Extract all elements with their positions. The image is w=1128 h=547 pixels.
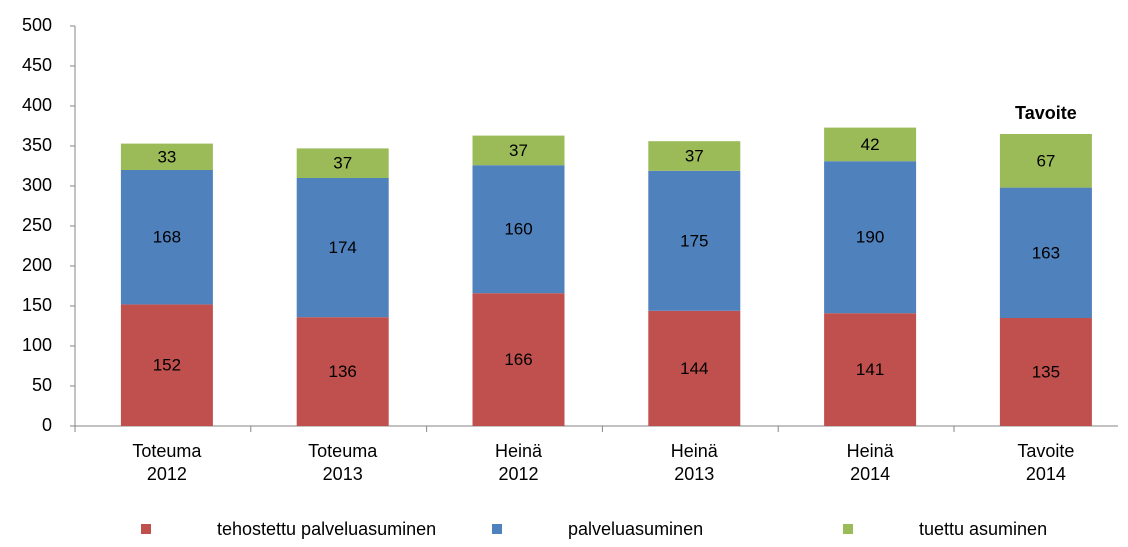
legend-label: palveluasuminen	[568, 519, 703, 539]
data-label: 175	[680, 231, 708, 250]
data-label: 160	[504, 220, 532, 239]
legend-label: tuettu asuminen	[919, 519, 1047, 539]
data-label: 141	[856, 360, 884, 379]
bar-segment	[472, 165, 565, 294]
x-tick-label: Toteuma 2013	[308, 441, 378, 484]
y-tick-label: 0	[42, 415, 52, 435]
data-label: 67	[1036, 151, 1055, 170]
y-tick-label: 200	[22, 255, 52, 275]
bar-segment	[120, 143, 213, 170]
bar-segment	[296, 148, 389, 178]
bar-segment	[296, 178, 389, 318]
y-tick-label: 250	[22, 215, 52, 235]
bar-segment	[648, 141, 741, 171]
data-label: 136	[329, 362, 357, 381]
x-tick-label-line: 2012	[147, 464, 187, 484]
data-label: 37	[333, 154, 352, 173]
x-tick-label-line: 2013	[674, 464, 714, 484]
legend-swatch	[492, 524, 502, 534]
x-tick-label-line: Heinä	[847, 441, 895, 461]
data-label: 163	[1032, 243, 1060, 262]
bar-segment	[472, 135, 565, 166]
bar-segment	[824, 127, 917, 162]
data-label: 174	[329, 238, 357, 257]
x-tick-label: Tavoite 2014	[1017, 441, 1074, 484]
bar-segment	[296, 317, 389, 426]
legend-label: tehostettu palveluasuminen	[217, 519, 436, 539]
data-label: 144	[680, 359, 708, 378]
data-label: 37	[685, 146, 704, 165]
bar-segment	[472, 293, 565, 426]
bar-segment	[648, 310, 741, 426]
data-label: 33	[157, 147, 176, 166]
y-tick-label: 450	[22, 55, 52, 75]
x-tick-label-line: 2014	[1026, 464, 1066, 484]
data-label: 190	[856, 228, 884, 247]
y-tick-label: 300	[22, 175, 52, 195]
y-tick-label: 150	[22, 295, 52, 315]
data-label: 42	[861, 135, 880, 154]
x-tick-label-line: Toteuma	[308, 441, 378, 461]
y-tick-label: 500	[22, 15, 52, 35]
y-tick-label: 350	[22, 135, 52, 155]
bar-segment	[999, 134, 1092, 188]
legend-swatch	[141, 524, 151, 534]
bar-segment	[999, 318, 1092, 426]
annotation: Tavoite	[1015, 103, 1077, 123]
x-tick-label: Heinä 2012	[495, 441, 543, 484]
bar-segment	[824, 313, 917, 426]
x-tick-label-line: Toteuma	[132, 441, 202, 461]
bar-segment	[648, 170, 741, 311]
x-tick-label-line: Heinä	[671, 441, 719, 461]
x-tick-label-line: 2014	[850, 464, 890, 484]
x-tick-label-line: Heinä	[495, 441, 543, 461]
y-tick-label: 50	[32, 375, 52, 395]
bar-segment	[824, 161, 917, 314]
y-tick-label: 100	[22, 335, 52, 355]
x-tick-label: Heinä 2013	[671, 441, 719, 484]
data-label: 135	[1032, 362, 1060, 381]
y-tick-label: 400	[22, 95, 52, 115]
legend-swatch	[843, 524, 853, 534]
x-tick-label-line: 2012	[498, 464, 538, 484]
data-label: 168	[153, 228, 181, 247]
bar-segment	[999, 187, 1092, 318]
x-tick-label: Heinä 2014	[847, 441, 895, 484]
data-label: 152	[153, 356, 181, 375]
data-label: 37	[509, 141, 528, 160]
bar-segment	[120, 304, 213, 426]
x-tick-label-line: 2013	[323, 464, 363, 484]
x-tick-label: Toteuma 2012	[132, 441, 202, 484]
x-tick-label-line: Tavoite	[1017, 441, 1074, 461]
data-label: 166	[504, 350, 532, 369]
bar-segment	[120, 170, 213, 305]
